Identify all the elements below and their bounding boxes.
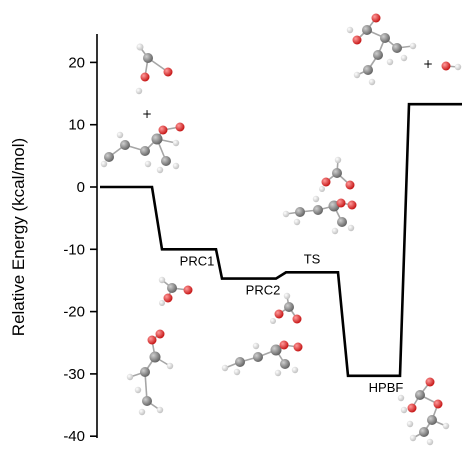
energy-profile-line	[100, 102, 462, 378]
molecule-products	[346, 13, 462, 86]
y-tick-label: -30	[63, 366, 85, 383]
y-tick-label: -40	[63, 428, 85, 445]
state-label-prc2: PRC2	[246, 283, 281, 298]
y-tick-label: 20	[68, 54, 85, 71]
y-tick-label: -10	[63, 241, 85, 258]
molecule-reactant-butene	[100, 122, 185, 174]
molecule-ts	[282, 156, 357, 235]
molecule-reactant-ho2	[135, 43, 173, 95]
molecule-hpbf	[397, 377, 450, 446]
plus-sign-reactants: +	[142, 107, 152, 121]
state-label-prc1: PRC1	[180, 253, 215, 268]
y-tick-label: 10	[68, 117, 85, 134]
molecule-prc2	[221, 292, 303, 377]
plus-sign-products: +	[423, 57, 433, 71]
state-label-ts: TS	[304, 251, 321, 266]
molecule-prc1	[126, 276, 193, 416]
y-tick-label: -20	[63, 304, 85, 321]
y-ticks: 20 10 0 -10 -20 -30 -40	[63, 54, 97, 445]
y-axis-title: Relative Energy (kcal/mol)	[9, 138, 28, 336]
state-label-hpbf: HPBF	[369, 380, 404, 395]
state-labels: PRC1 PRC2 TS HPBF	[180, 251, 404, 394]
y-tick-label: 0	[77, 179, 85, 196]
